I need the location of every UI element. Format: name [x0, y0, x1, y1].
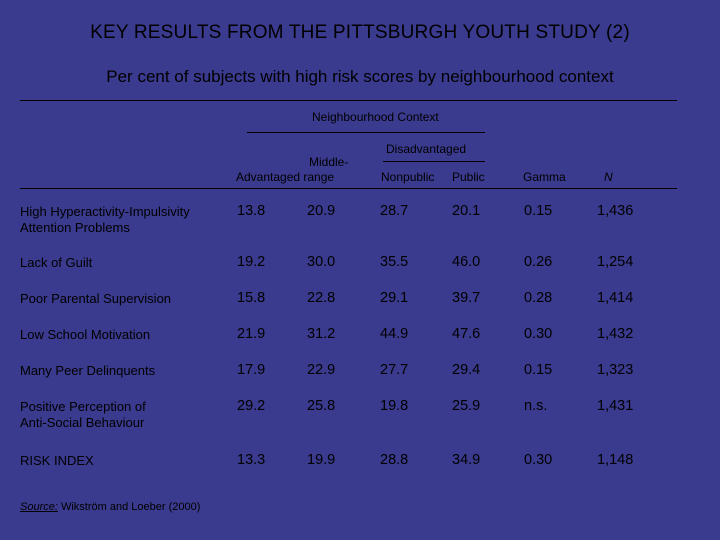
- row-label-line: Anti-Social Behaviour: [20, 415, 145, 430]
- row-label-line: Lack of Guilt: [20, 255, 93, 270]
- cell-advantaged: 17.9: [237, 362, 266, 378]
- cell-advantaged: 13.8: [237, 203, 266, 219]
- cell-n: 1,414: [597, 290, 634, 306]
- row-label-line: Positive Perception of: [20, 399, 146, 414]
- cell-advantaged: 15.8: [237, 290, 266, 306]
- row-label-line: RISK INDEX: [20, 453, 94, 468]
- cell-gamma: 0.30: [524, 326, 553, 342]
- row-label-line: Poor Parental Supervision: [20, 291, 172, 306]
- cell-nonpublic: 28.7: [380, 203, 409, 219]
- cell-public: 20.1: [452, 203, 481, 219]
- cell-public: 47.6: [452, 326, 481, 342]
- header-public: Public: [452, 170, 485, 184]
- page-title: KEY RESULTS FROM THE PITTSBURGH YOUTH ST…: [90, 22, 630, 43]
- cell-nonpublic: 29.1: [380, 290, 409, 306]
- cell-public: 34.9: [452, 452, 481, 468]
- source-text: Wikström and Loeber (2000): [57, 501, 201, 513]
- cell-gamma: 0.30: [524, 452, 553, 468]
- disadvantaged-rule: [383, 161, 485, 162]
- cell-nonpublic: 35.5: [380, 254, 409, 270]
- row-label: Many Peer Delinquents: [20, 363, 155, 379]
- header-n: N: [604, 170, 613, 184]
- cell-middle-range: 30.0: [307, 254, 336, 270]
- source-note: Source: Wikström and Loeber (2000): [20, 501, 200, 513]
- row-label-line: High Hyperactivity-Impulsivity: [20, 204, 190, 219]
- cell-advantaged: 21.9: [237, 326, 266, 342]
- row-label: Poor Parental Supervision: [20, 291, 171, 307]
- row-label: RISK INDEX: [20, 453, 94, 469]
- cell-n: 1,254: [597, 254, 634, 270]
- cell-gamma: 0.15: [524, 203, 553, 219]
- header-disadvantaged: Disadvantaged: [386, 142, 467, 156]
- row-label-line: Low School Motivation: [20, 327, 151, 342]
- cell-gamma: 0.15: [524, 362, 553, 378]
- cell-public: 46.0: [452, 254, 481, 270]
- header-rule: [20, 188, 677, 189]
- cell-n: 1,432: [597, 326, 634, 342]
- cell-n: 1,148: [597, 452, 634, 468]
- row-label: Positive Perception of Anti-Social Behavi…: [20, 399, 146, 431]
- header-neighbourhood-context: Neighbourhood Context: [312, 110, 439, 124]
- cell-public: 25.9: [452, 398, 481, 414]
- cell-middle-range: 31.2: [307, 326, 336, 342]
- cell-gamma: n.s.: [524, 398, 548, 414]
- cell-gamma: 0.28: [524, 290, 553, 306]
- cell-public: 29.4: [452, 362, 481, 378]
- cell-middle-range: 22.8: [307, 290, 336, 306]
- row-label: Lack of Guilt: [20, 255, 92, 271]
- row-label-line: Attention Problems: [20, 220, 130, 235]
- row-label-line: Many Peer Delinquents: [20, 363, 156, 378]
- header-gamma: Gamma: [523, 170, 566, 184]
- cell-advantaged: 13.3: [237, 452, 266, 468]
- row-label: Low School Motivation: [20, 327, 150, 343]
- cell-gamma: 0.26: [524, 254, 553, 270]
- cell-advantaged: 19.2: [237, 254, 266, 270]
- cell-n: 1,431: [597, 398, 634, 414]
- cell-middle-range: 22.9: [307, 362, 336, 378]
- cell-nonpublic: 27.7: [380, 362, 409, 378]
- cell-nonpublic: 19.8: [380, 398, 409, 414]
- cell-middle-range: 20.9: [307, 203, 336, 219]
- cell-nonpublic: 44.9: [380, 326, 409, 342]
- cell-n: 1,436: [597, 203, 634, 219]
- table-subtitle: Per cent of subjects with high risk scor…: [106, 67, 614, 86]
- cell-nonpublic: 28.8: [380, 452, 409, 468]
- header-nonpublic: Nonpublic: [381, 170, 435, 184]
- cell-n: 1,323: [597, 362, 634, 378]
- cell-middle-range: 19.9: [307, 452, 336, 468]
- header-advantaged-middle-range: Advantaged range: [236, 170, 335, 184]
- row-label: High Hyperactivity-Impulsivity Attention …: [20, 204, 190, 236]
- source-label: Source:: [20, 501, 58, 513]
- cell-advantaged: 29.2: [237, 398, 266, 414]
- cell-public: 39.7: [452, 290, 481, 306]
- cell-middle-range: 25.8: [307, 398, 336, 414]
- neighbourhood-context-rule: [247, 132, 485, 133]
- header-middle-range-top: Middle-: [309, 155, 349, 169]
- subtitle-rule: [20, 100, 677, 101]
